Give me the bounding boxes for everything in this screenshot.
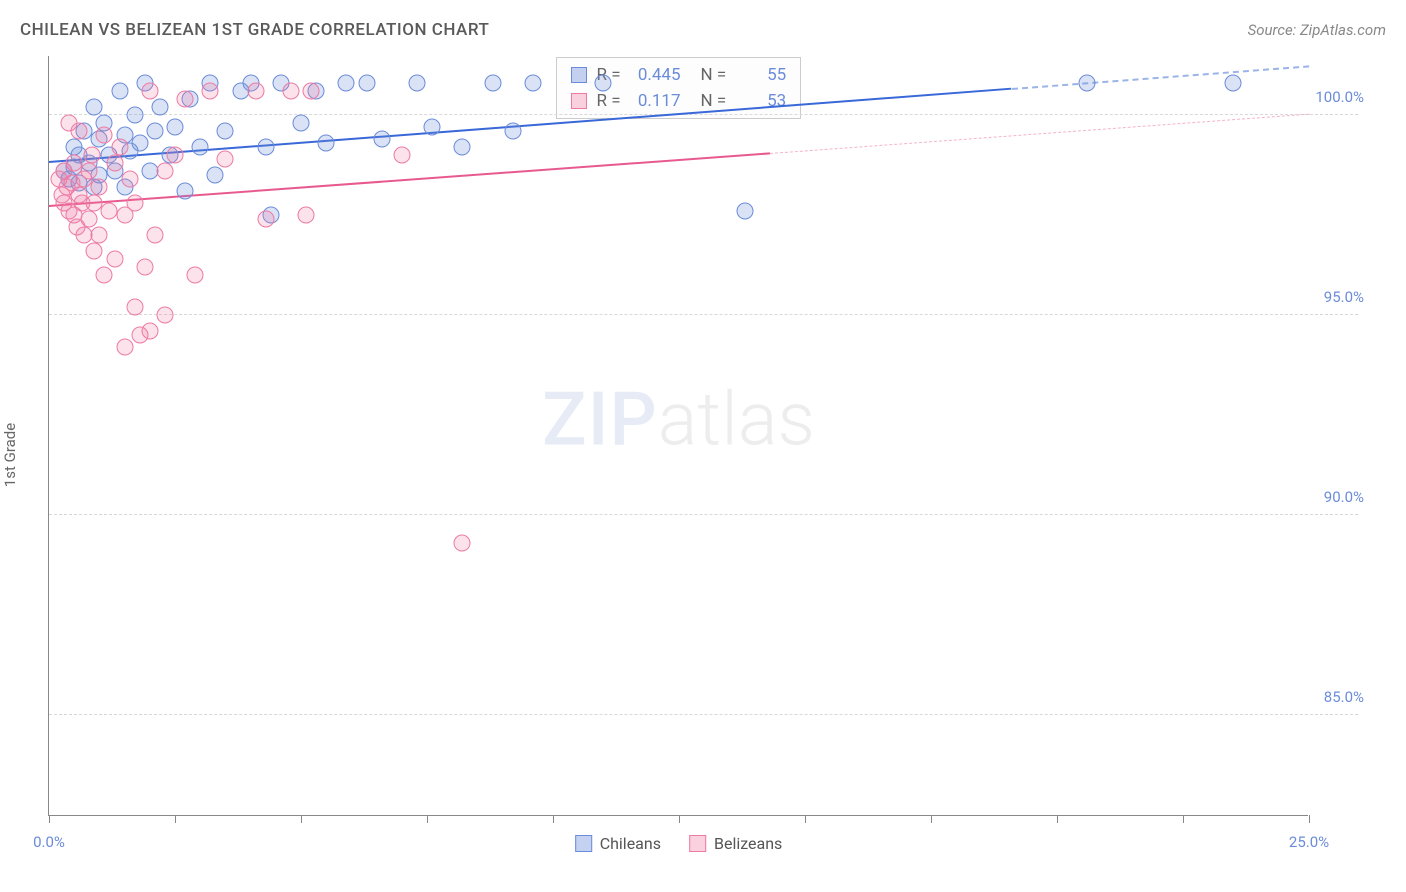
data-point bbox=[136, 259, 153, 276]
data-point bbox=[318, 135, 335, 152]
data-point bbox=[257, 139, 274, 156]
y-tick-label: 95.0% bbox=[1324, 288, 1364, 306]
data-point bbox=[202, 83, 219, 100]
x-tick bbox=[553, 815, 554, 823]
legend-item-belizeans: Belizeans bbox=[689, 834, 782, 853]
data-point bbox=[83, 147, 100, 164]
data-point bbox=[257, 211, 274, 228]
x-tick-label: 0.0% bbox=[33, 833, 65, 851]
data-point bbox=[1079, 75, 1096, 92]
data-point bbox=[504, 123, 521, 140]
gridline-h bbox=[49, 314, 1358, 315]
data-point bbox=[373, 131, 390, 148]
swatch-blue bbox=[571, 67, 587, 83]
data-point bbox=[141, 83, 158, 100]
data-point bbox=[156, 307, 173, 324]
data-point bbox=[151, 99, 168, 116]
data-point bbox=[393, 147, 410, 164]
data-point bbox=[116, 339, 133, 356]
data-point bbox=[217, 151, 234, 168]
data-point bbox=[484, 75, 501, 92]
data-point bbox=[146, 227, 163, 244]
scatter-plot: ZIPatlas R =0.445 N =55 R =0.117 N =53 C… bbox=[48, 56, 1308, 816]
regression-line bbox=[1012, 65, 1310, 90]
data-point bbox=[247, 83, 264, 100]
data-point bbox=[81, 211, 98, 228]
x-tick bbox=[301, 815, 302, 823]
data-point bbox=[126, 299, 143, 316]
regression-line bbox=[49, 152, 770, 207]
data-point bbox=[167, 147, 184, 164]
gridline-h bbox=[49, 514, 1358, 515]
x-tick-label: 25.0% bbox=[1289, 833, 1329, 851]
data-point bbox=[177, 91, 194, 108]
x-tick bbox=[1057, 815, 1058, 823]
data-point bbox=[192, 139, 209, 156]
data-point bbox=[106, 155, 123, 172]
data-point bbox=[141, 323, 158, 340]
data-point bbox=[81, 163, 98, 180]
source-attribution: Source: ZipAtlas.com bbox=[1248, 21, 1386, 39]
y-tick-label: 100.0% bbox=[1315, 88, 1364, 106]
regression-line bbox=[770, 114, 1309, 154]
y-tick-label: 90.0% bbox=[1324, 488, 1364, 506]
data-point bbox=[126, 107, 143, 124]
data-point bbox=[595, 75, 612, 92]
stats-row-belizeans: R =0.117 N =53 bbox=[571, 88, 787, 114]
y-tick-label: 85.0% bbox=[1324, 688, 1364, 706]
data-point bbox=[131, 135, 148, 152]
data-point bbox=[524, 75, 541, 92]
x-tick bbox=[931, 815, 932, 823]
data-point bbox=[187, 267, 204, 284]
data-point bbox=[86, 243, 103, 260]
data-point bbox=[156, 163, 173, 180]
data-point bbox=[167, 119, 184, 136]
data-point bbox=[91, 179, 108, 196]
data-point bbox=[293, 115, 310, 132]
data-point bbox=[338, 75, 355, 92]
correlation-stats-box: R =0.445 N =55 R =0.117 N =53 bbox=[556, 57, 802, 119]
data-point bbox=[91, 227, 108, 244]
data-point bbox=[106, 251, 123, 268]
data-point bbox=[454, 535, 471, 552]
watermark: ZIPatlas bbox=[542, 377, 815, 464]
x-tick bbox=[175, 815, 176, 823]
data-point bbox=[96, 127, 113, 144]
x-tick bbox=[1309, 815, 1310, 823]
gridline-h bbox=[49, 714, 1358, 715]
data-point bbox=[454, 139, 471, 156]
gridline-h bbox=[49, 114, 1358, 115]
data-point bbox=[111, 139, 128, 156]
swatch-blue bbox=[575, 835, 592, 852]
data-point bbox=[86, 99, 103, 116]
data-point bbox=[408, 75, 425, 92]
legend-item-chileans: Chileans bbox=[575, 834, 661, 853]
x-tick bbox=[49, 815, 50, 823]
data-point bbox=[71, 123, 88, 140]
data-point bbox=[177, 183, 194, 200]
x-tick bbox=[805, 815, 806, 823]
swatch-pink bbox=[689, 835, 706, 852]
x-tick bbox=[1183, 815, 1184, 823]
data-point bbox=[424, 119, 441, 136]
data-point bbox=[111, 83, 128, 100]
y-axis-label: 1st Grade bbox=[1, 423, 19, 487]
data-point bbox=[217, 123, 234, 140]
data-point bbox=[126, 195, 143, 212]
data-point bbox=[736, 203, 753, 220]
data-point bbox=[121, 171, 138, 188]
legend: Chileans Belizeans bbox=[575, 834, 783, 853]
chart-title: CHILEAN VS BELIZEAN 1ST GRADE CORRELATIO… bbox=[20, 20, 489, 40]
data-point bbox=[298, 207, 315, 224]
x-tick bbox=[427, 815, 428, 823]
x-tick bbox=[679, 815, 680, 823]
data-point bbox=[146, 123, 163, 140]
data-point bbox=[207, 167, 224, 184]
data-point bbox=[96, 267, 113, 284]
data-point bbox=[303, 83, 320, 100]
data-point bbox=[282, 83, 299, 100]
swatch-pink bbox=[571, 93, 587, 109]
data-point bbox=[1225, 75, 1242, 92]
data-point bbox=[358, 75, 375, 92]
